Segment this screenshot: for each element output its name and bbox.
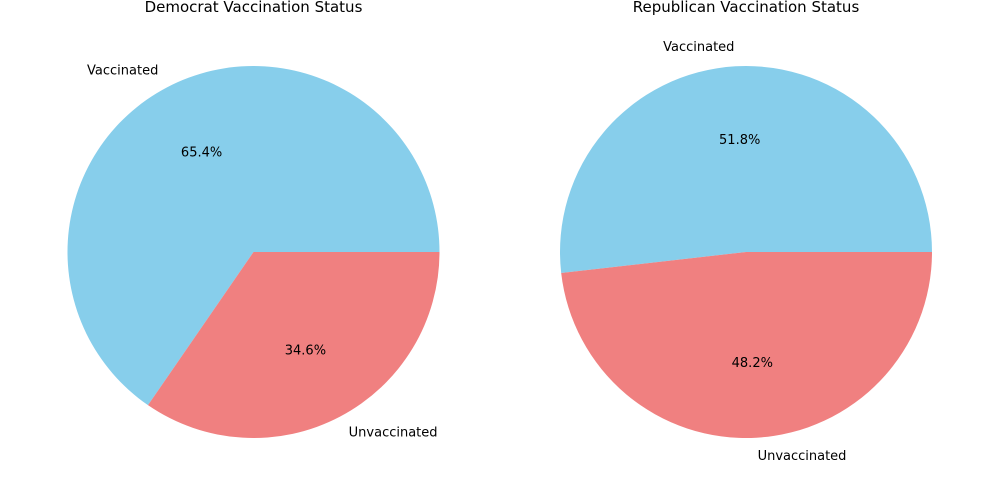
chart-title: Republican Vaccination Status bbox=[633, 0, 860, 16]
slice-label: Unvaccinated bbox=[349, 426, 438, 441]
republican-pie-chart: Republican Vaccination Status Vaccinated… bbox=[560, 0, 932, 464]
slice-percent-label: 48.2% bbox=[732, 356, 773, 371]
pie-slice-vaccinated bbox=[67, 66, 440, 406]
slice-label: Vaccinated bbox=[663, 40, 734, 55]
pie-slice-unvaccinated bbox=[561, 252, 932, 439]
pie-slice-unvaccinated bbox=[147, 252, 440, 438]
slice-label: Vaccinated bbox=[87, 63, 158, 78]
chart-title: Democrat Vaccination Status bbox=[145, 0, 363, 16]
slice-label: Unvaccinated bbox=[758, 449, 847, 464]
pie-slice-vaccinated bbox=[560, 65, 932, 273]
slice-percent-label: 34.6% bbox=[285, 343, 326, 358]
slice-percent-label: 65.4% bbox=[181, 146, 222, 161]
democrat-pie-chart: Democrat Vaccination Status Vaccinated 65… bbox=[67, 0, 440, 441]
slice-percent-label: 51.8% bbox=[719, 133, 760, 148]
